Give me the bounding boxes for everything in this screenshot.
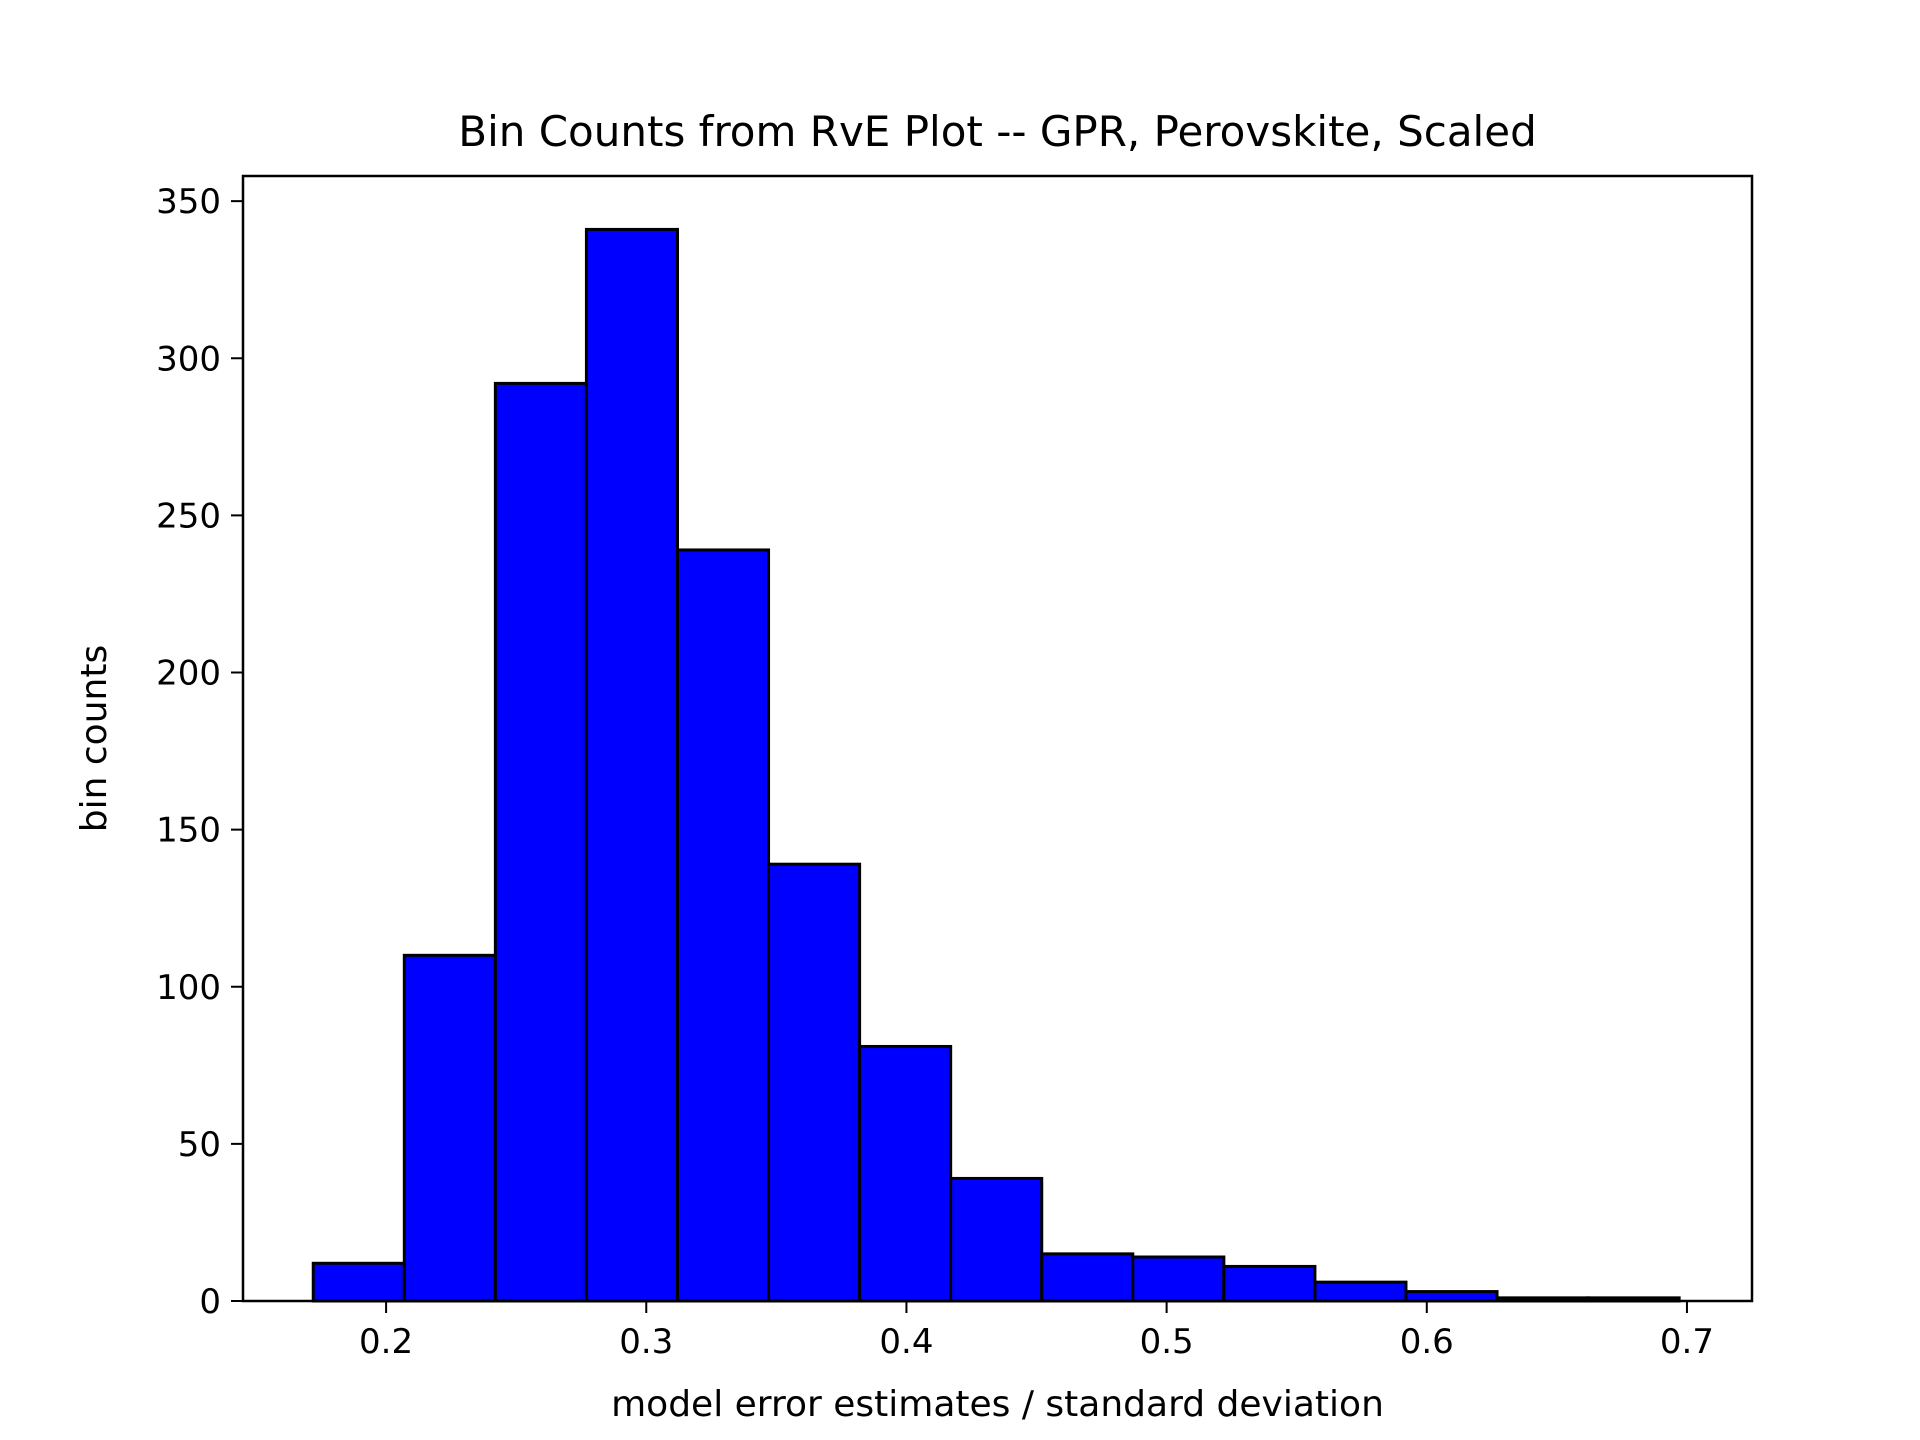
x-tick-label: 0.4: [879, 1322, 933, 1362]
y-tick-label: 250: [156, 496, 221, 536]
histogram-bar-5: [675, 548, 771, 1303]
histogram-bar-6: [767, 862, 862, 1303]
y-axis-label: bin counts: [74, 645, 115, 832]
histogram-bar-13: [1404, 1290, 1499, 1303]
y-tick-label: 150: [156, 811, 221, 851]
x-tick-label: 0.5: [1140, 1322, 1194, 1362]
x-tick-label: 0.2: [359, 1322, 413, 1362]
bars-layer: [311, 227, 1681, 1303]
x-axis-label: model error estimates / standard deviati…: [611, 1384, 1384, 1425]
y-tick-label: 350: [156, 182, 221, 222]
histogram-bar-8: [949, 1176, 1044, 1303]
y-tick-label: 300: [156, 339, 221, 379]
y-tick-label: 50: [178, 1125, 221, 1165]
x-tick-label: 0.3: [619, 1322, 673, 1362]
histogram-bar-9: [1040, 1252, 1135, 1303]
chart-title: Bin Counts from RvE Plot -- GPR, Perovsk…: [458, 107, 1536, 156]
histogram-bar-10: [1131, 1255, 1226, 1303]
histogram-bar-3: [493, 381, 588, 1303]
x-axis-ticks: 0.2 0.3 0.4 0.5 0.6 0.7: [359, 1301, 1714, 1362]
plot-frame: [241, 174, 1754, 1303]
y-tick-label: 200: [156, 654, 221, 694]
histogram-bar-12: [1313, 1280, 1408, 1303]
x-tick-label: 0.6: [1400, 1322, 1454, 1362]
histogram-bar-7: [858, 1044, 953, 1303]
histogram-bar-4: [584, 227, 679, 1303]
histogram-bar-2: [402, 953, 497, 1303]
y-tick-label: 100: [156, 968, 221, 1008]
histogram-bar-1: [311, 1261, 406, 1303]
histogram-bar-11: [1222, 1264, 1317, 1303]
y-tick-label: 0: [199, 1282, 221, 1322]
y-axis-ticks: 0 50 100 150 200 250 300 350: [156, 182, 243, 1322]
x-tick-label: 0.7: [1660, 1322, 1714, 1362]
